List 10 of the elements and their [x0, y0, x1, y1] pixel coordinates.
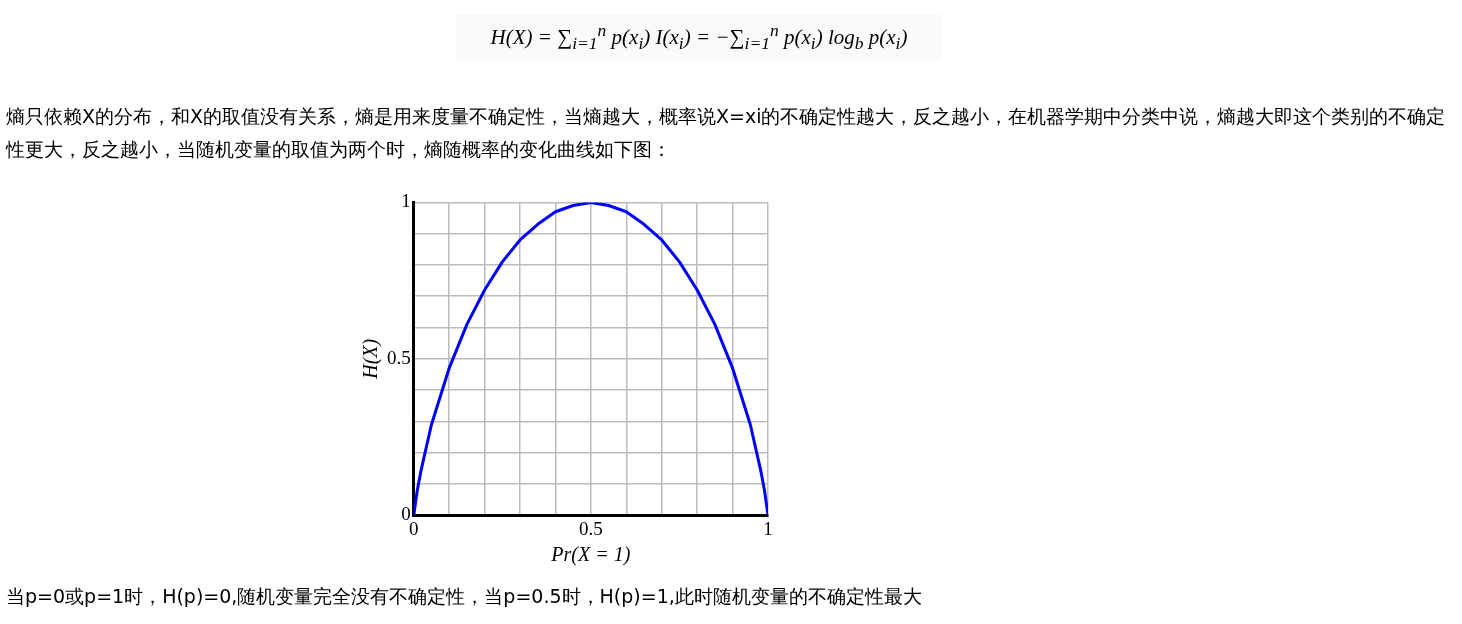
- text: H(X) = ∑$_{i=1}$$^{n}$ p(x$_{i}$) I(x$_{i}$) = −∑$_{i=1}$$^{n}$ p(x$_{i}$) log$_{b}$ p(x$_{i}$): [490, 20, 908, 54]
- x-axis-title: Pr(X = 1): [550, 543, 631, 567]
- x-tick-label: 0.5: [579, 517, 603, 539]
- y-tick-label: 1: [401, 190, 411, 212]
- y-tick-label: 0.5: [387, 346, 411, 368]
- text: 熵只依赖X的分布，和X的取值没有关系，熵是用来度量不确定性，当熵越大，概率说X=xi的不确定性越大，反之越小，在机器学期中分类中说，熵越大即这个类别的不确定性更大，反之越小，当随机变量的取值为两个时，熵随概率的变化曲线如下图：: [6, 104, 1446, 162]
- x-tick-label: 1: [763, 517, 773, 539]
- text: 当p=0或p=1时，H(p)=0,随机变量完全没有不确定性，当p=0.5时，H(p)=1,此时随机变量的不确定性最大: [6, 584, 922, 609]
- y-axis-title: H(X): [359, 338, 383, 380]
- y-tick-label: 0: [401, 503, 411, 525]
